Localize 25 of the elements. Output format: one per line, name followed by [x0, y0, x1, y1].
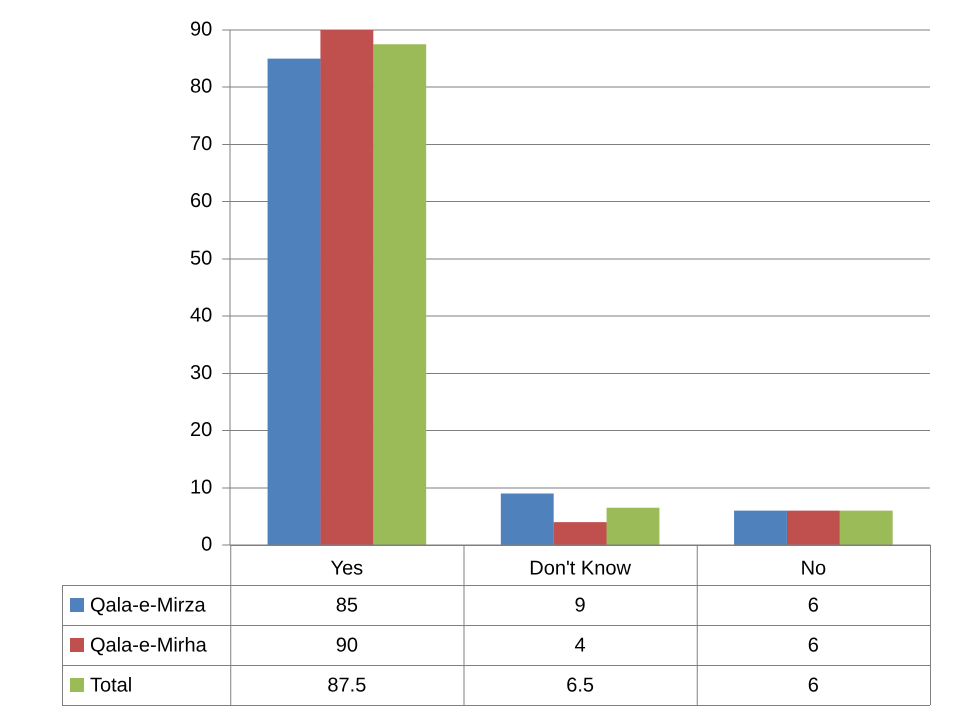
data-label: 6.5	[566, 674, 594, 697]
y-tick-label: 80	[190, 76, 212, 98]
data-label: 90	[336, 634, 358, 657]
x-tick-label: Don't Know	[529, 558, 632, 580]
y-tick-label: 30	[190, 362, 212, 384]
y-tick-label: 90	[190, 18, 212, 41]
y-tick-label: 10	[190, 476, 212, 498]
legend-label: Total	[90, 674, 132, 697]
y-tick-label: 0	[201, 534, 212, 556]
y-tick-label: 50	[190, 247, 212, 270]
y-tick-label: 60	[190, 190, 212, 212]
x-tick-label: Yes	[330, 558, 364, 580]
data-label: 6	[808, 594, 819, 617]
y-tick-label: 70	[190, 132, 212, 155]
legend-label: Qala-e-Mirza	[90, 594, 206, 617]
x-tick-label: No	[800, 558, 826, 580]
y-tick-label: 20	[190, 419, 212, 442]
data-label: 6	[808, 634, 819, 657]
data-label: 85	[336, 594, 358, 617]
data-label: 6	[808, 674, 819, 697]
y-tick-label: 40	[190, 304, 212, 327]
legend-label: Qala-e-Mirha	[90, 634, 208, 657]
data-label: 4	[574, 634, 586, 657]
data-label: 87.5	[327, 674, 366, 697]
data-label: 9	[574, 594, 586, 617]
